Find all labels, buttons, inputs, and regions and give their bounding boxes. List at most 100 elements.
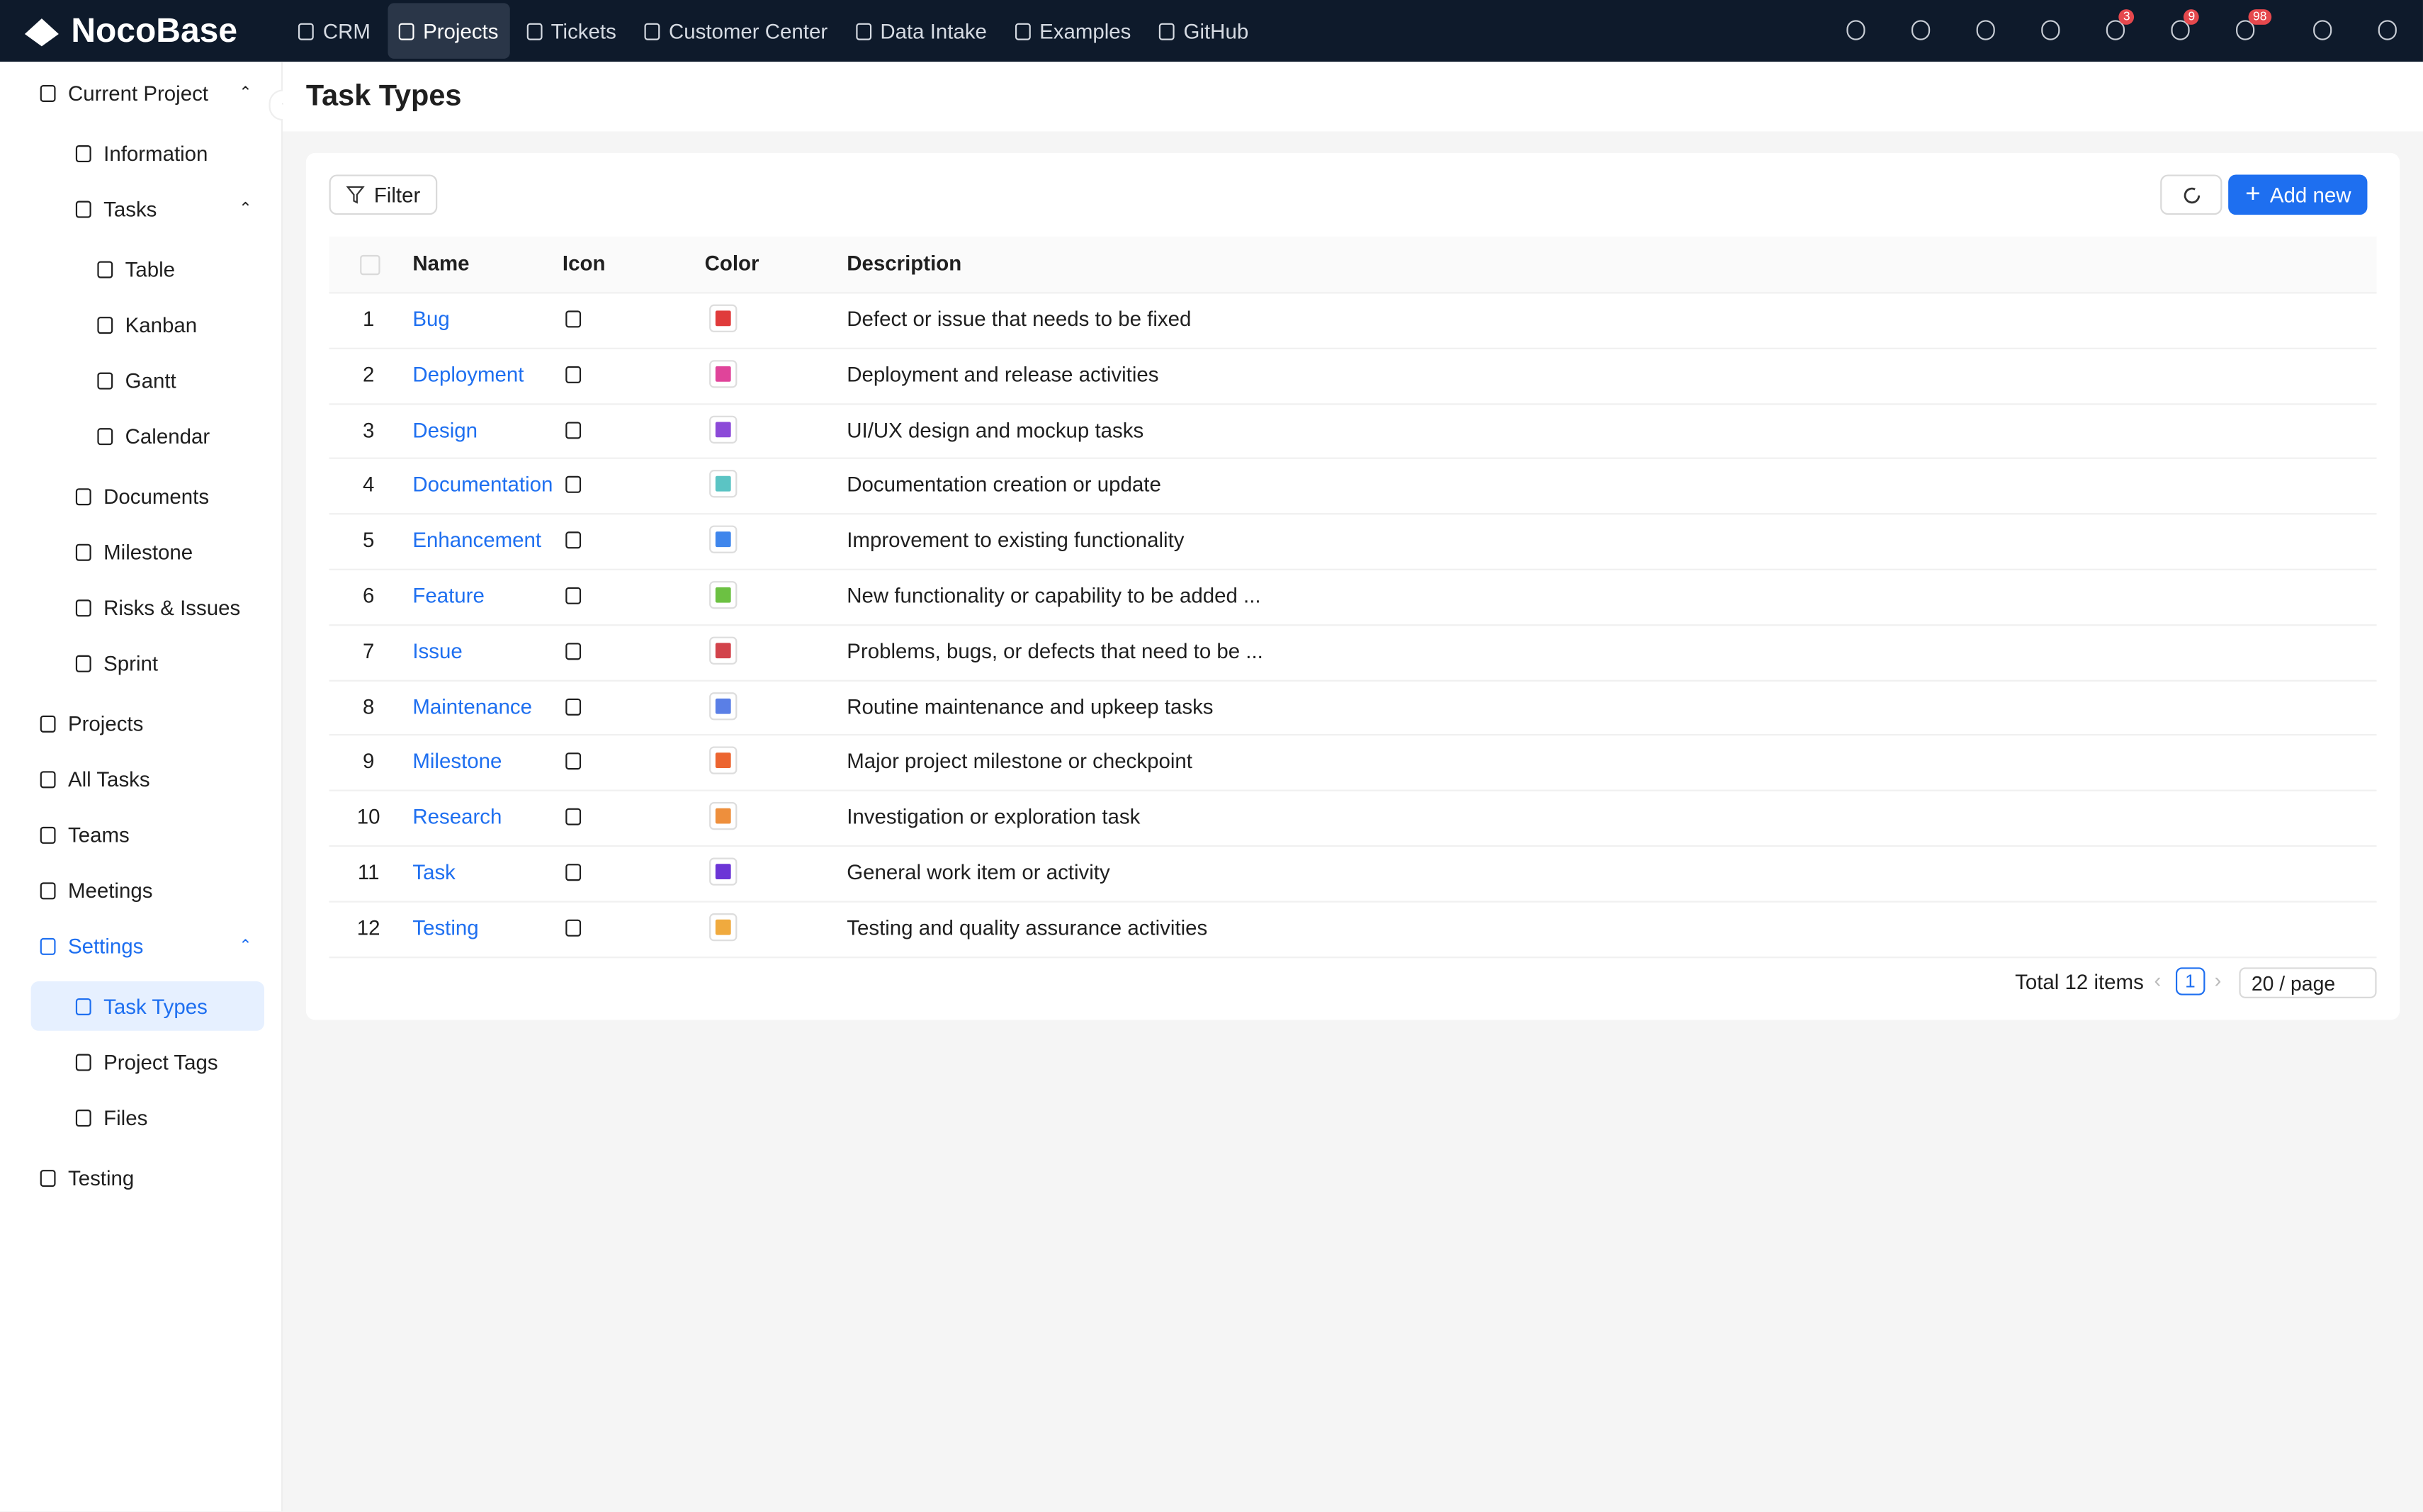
sidebar-item[interactable]: Projects — [31, 699, 264, 748]
row-index: 7 — [362, 639, 375, 663]
toolbar-icon[interactable] — [2236, 20, 2255, 40]
row-name[interactable]: Testing — [412, 915, 479, 940]
sidebar-label: Kanban — [125, 312, 198, 337]
table-header: Name Icon Color Description — [329, 236, 2377, 294]
row-index: 11 — [357, 860, 380, 884]
row-name[interactable]: Maintenance — [412, 694, 532, 718]
sidebar-item[interactable]: Risks & Issues — [31, 582, 264, 632]
sidebar-label: Gantt — [125, 368, 176, 392]
toolbar-icon[interactable] — [2106, 20, 2125, 40]
nav-item[interactable]: Projects — [387, 3, 509, 59]
sidebar-icon — [75, 1108, 91, 1126]
toolbar-icon[interactable] — [2171, 20, 2190, 40]
row-index: 5 — [362, 529, 375, 553]
row-description: Defect or issue that needs to be fixed — [847, 308, 1192, 331]
row-index: 2 — [362, 363, 375, 386]
badge: 3 — [2118, 9, 2135, 25]
add-new-button[interactable]: + Add new — [2228, 174, 2368, 215]
sidebar-item[interactable]: Teams — [31, 810, 264, 859]
nav-item[interactable]: CRM — [288, 3, 382, 59]
sidebar-item[interactable]: Milestone — [31, 527, 264, 577]
sidebar-item[interactable]: Documents — [31, 471, 264, 521]
sidebar-item[interactable]: Current Project ⌃ — [31, 68, 264, 118]
row-icon — [565, 808, 582, 826]
nav-item[interactable]: Examples — [1004, 3, 1142, 59]
color-fill — [715, 587, 731, 603]
prev-page[interactable]: ‹ — [2154, 969, 2162, 993]
color-fill — [715, 642, 731, 658]
sidebar-item[interactable]: Settings ⌃ — [31, 921, 264, 971]
row-description: Problems, bugs, or defects that need to … — [847, 639, 1263, 663]
color-fill — [715, 753, 731, 769]
sidebar-item[interactable]: Table — [31, 244, 264, 294]
nav-item[interactable]: Tickets — [515, 3, 627, 59]
nav-item[interactable]: Data Intake — [845, 3, 998, 59]
row-icon — [565, 642, 582, 660]
table-row: 8 Maintenance Routine maintenance and upke… — [329, 679, 2377, 737]
sidebar-item[interactable]: All Tasks — [31, 754, 264, 803]
page-number[interactable]: 1 — [2175, 967, 2205, 995]
select-all[interactable] — [360, 254, 380, 276]
page-size[interactable]: 20 / page — [2239, 967, 2377, 998]
toolbar-icon[interactable] — [2378, 20, 2397, 40]
sidebar-item[interactable]: Testing — [31, 1153, 264, 1202]
nav-item[interactable]: GitHub — [1148, 3, 1259, 59]
sidebar-label: Current Project — [67, 81, 209, 105]
color-swatch — [709, 581, 738, 609]
sidebar-icon — [40, 1169, 56, 1186]
nav-item[interactable]: Customer Center — [633, 3, 839, 59]
row-name[interactable]: Milestone — [412, 750, 502, 774]
sidebar-icon — [75, 654, 91, 672]
toolbar-icon[interactable] — [1846, 20, 1865, 40]
sidebar-item[interactable]: Sprint — [31, 638, 264, 688]
row-icon — [565, 531, 582, 549]
nav-icon — [1015, 22, 1031, 40]
color-swatch — [709, 802, 738, 830]
row-name[interactable]: Documentation — [412, 473, 553, 497]
color-swatch — [709, 304, 738, 332]
row-name[interactable]: Issue — [412, 639, 463, 663]
next-page[interactable]: › — [2214, 969, 2222, 993]
nav-icon — [855, 22, 871, 40]
sidebar-item[interactable]: Kanban — [31, 300, 264, 349]
table-row: 3 Design UI/UX design and mockup tasks — [329, 402, 2377, 460]
toolbar-icon[interactable] — [2041, 20, 2060, 40]
table-row: 1 Bug Defect or issue that needs to be fix… — [329, 292, 2377, 349]
sidebar-label: All Tasks — [67, 767, 150, 791]
row-name[interactable]: Task — [412, 860, 456, 884]
expand-arrow: ⌃ — [239, 937, 252, 954]
row-name[interactable]: Deployment — [412, 363, 524, 386]
row-name[interactable]: Design — [412, 418, 478, 441]
sidebar-item[interactable]: Meetings — [31, 865, 264, 915]
sidebar-item[interactable]: Files — [31, 1093, 264, 1142]
row-name[interactable]: Bug — [412, 308, 450, 331]
refresh-button[interactable] — [2160, 174, 2223, 215]
row-index: 12 — [356, 915, 380, 940]
row-description: Routine maintenance and upkeep tasks — [847, 694, 1214, 718]
filter-button[interactable]: Filter — [329, 174, 438, 215]
pagination-total: Total 12 items — [2015, 970, 2144, 994]
sidebar-item[interactable]: Calendar — [31, 411, 264, 461]
toolbar-icon[interactable] — [1911, 20, 1931, 40]
row-icon — [565, 476, 582, 494]
row-name[interactable]: Enhancement — [412, 529, 542, 553]
sidebar-label: Projects — [67, 711, 144, 735]
row-name[interactable]: Research — [412, 805, 502, 829]
sidebar-item[interactable]: Information — [31, 128, 264, 178]
sidebar-icon — [75, 599, 91, 616]
sidebar-label: Risks & Issues — [103, 595, 241, 619]
sidebar-item[interactable]: Tasks ⌃ — [31, 184, 264, 234]
toolbar-icon[interactable] — [2313, 20, 2332, 40]
sidebar-item[interactable]: Project Tags — [31, 1037, 264, 1087]
sidebar-item[interactable]: Task Types — [30, 981, 264, 1031]
row-index: 10 — [356, 805, 380, 829]
sidebar-icon — [97, 427, 113, 445]
nav-icon — [398, 22, 414, 40]
row-icon — [565, 366, 582, 383]
sidebar-item[interactable]: Gantt — [31, 356, 264, 405]
toolbar-icon[interactable] — [1976, 20, 1995, 40]
row-name[interactable]: Feature — [412, 584, 485, 608]
row-index: 4 — [362, 473, 375, 497]
sidebar-icon — [75, 487, 91, 505]
nav-label: Projects — [423, 19, 499, 43]
